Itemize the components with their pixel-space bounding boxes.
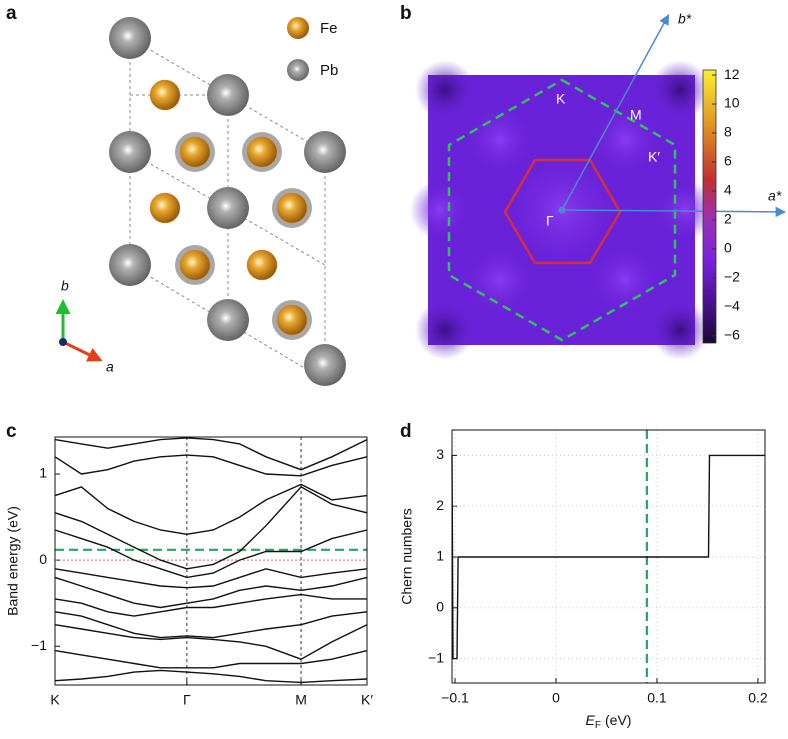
fe-atom <box>246 136 278 168</box>
y-tick-label: 2 <box>436 497 444 513</box>
legend-marker <box>287 59 309 81</box>
panel-label: c <box>6 421 17 442</box>
colorbar-ticks: 12 10 8 6 4 2 0 −2 −4 −6 <box>712 66 740 342</box>
x-tick-label: 0.2 <box>748 690 768 706</box>
y-axis-label: Chern numbers <box>399 508 415 605</box>
x-tick-label: −0.1 <box>441 690 469 706</box>
bz-label: Γ <box>546 213 554 229</box>
x-tick-label: Γ <box>183 692 191 708</box>
x-tick-label: K <box>50 692 60 708</box>
series-line <box>54 483 368 536</box>
bz-label: K <box>556 91 566 107</box>
panel-label: d <box>400 421 412 442</box>
fe-atom <box>276 192 308 224</box>
fe-atom <box>276 304 308 336</box>
x-tick-label: 0.1 <box>647 690 667 706</box>
colorbar-tick-label: 2 <box>724 211 732 227</box>
series-line <box>54 593 367 617</box>
series-line <box>54 529 368 579</box>
legend-marker <box>287 17 309 39</box>
series-line <box>54 568 368 589</box>
y-tick-label: 1 <box>436 548 444 564</box>
colorbar-tick-label: 8 <box>724 124 732 140</box>
pb-atom <box>207 187 249 229</box>
x-tick-label: M <box>295 692 307 708</box>
x-label-symbol: E <box>586 712 596 728</box>
y-tick-label: 3 <box>436 446 444 462</box>
colorbar-tick-label: 6 <box>724 153 732 169</box>
fe-atom <box>149 192 181 224</box>
x-label-subscript: F <box>595 720 601 731</box>
fe-atom <box>179 249 211 281</box>
colorbar-tick-label: −6 <box>724 326 740 342</box>
pb-atom <box>207 299 249 341</box>
y-tick-label: 0 <box>39 551 47 567</box>
colorbar-tick-label: 12 <box>724 66 740 82</box>
pb-atom <box>109 244 151 286</box>
plot-frame <box>451 429 766 684</box>
colorbar <box>702 69 717 344</box>
chart: −1 0 1 K Γ M K′ Band energy (eV) <box>5 436 373 708</box>
series-line <box>54 611 368 639</box>
series-line <box>54 486 368 570</box>
colorbar-tick-label: 0 <box>724 240 732 256</box>
series-line <box>54 624 368 660</box>
axis-label: a* <box>768 188 782 204</box>
x-tick-label: 0 <box>552 690 560 706</box>
atoms <box>109 17 346 386</box>
x-label-unit: (eV) <box>605 712 631 728</box>
panel-label: b <box>400 3 412 24</box>
pb-atom <box>109 17 151 59</box>
series-line <box>54 669 368 684</box>
axis-arrow <box>62 340 103 362</box>
plot-frame <box>54 436 368 686</box>
fe-atom <box>246 249 278 281</box>
y-tick-label: 0 <box>436 599 444 615</box>
legend-label: Pb <box>320 62 338 79</box>
series-line <box>54 576 368 609</box>
axis-label: b <box>61 278 69 294</box>
x-tick-label: K′ <box>361 692 373 708</box>
chart: −1 0 1 2 3 −0.1 0 0.1 0.2 Chern numbers EF (eV) <box>399 429 768 731</box>
colorbar-tick-label: −2 <box>724 269 740 285</box>
pb-atom <box>304 344 346 386</box>
fe-atom <box>179 136 211 168</box>
y-axis-label: Band energy (eV) <box>5 506 21 616</box>
legend-label: Fe <box>320 20 338 37</box>
series-line <box>451 454 765 660</box>
y-tick-label: 1 <box>39 465 47 481</box>
fe-atom <box>149 79 181 111</box>
bz-label: M <box>630 107 642 123</box>
panel-label: a <box>6 3 17 24</box>
colorbar-tick-label: −4 <box>724 297 740 313</box>
series-line <box>54 649 368 669</box>
y-tick-label: −1 <box>31 637 47 653</box>
bz-label: K′ <box>648 149 660 165</box>
x-axis-label: EF (eV) <box>586 712 632 731</box>
colorbar-tick-label: 4 <box>724 182 732 198</box>
heatmap <box>410 14 787 360</box>
pb-atom <box>207 74 249 116</box>
axis-label: b* <box>678 11 692 27</box>
pb-atom <box>304 131 346 173</box>
y-tick-label: −1 <box>428 649 444 665</box>
series-line <box>54 454 368 477</box>
colorbar-tick-label: 10 <box>724 95 740 111</box>
axis-label: a <box>106 359 114 375</box>
series-line <box>54 437 368 471</box>
axis-origin <box>59 338 67 346</box>
pb-atom <box>109 131 151 173</box>
